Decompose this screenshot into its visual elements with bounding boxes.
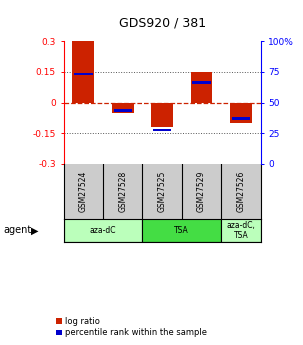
Bar [191, 72, 212, 102]
FancyBboxPatch shape [142, 219, 221, 242]
Text: TSA: TSA [175, 226, 189, 235]
Text: GSM27529: GSM27529 [197, 171, 206, 212]
Bar [192, 81, 211, 83]
Text: GDS920 / 381: GDS920 / 381 [118, 16, 206, 29]
Bar [151, 102, 173, 127]
Bar [114, 109, 132, 112]
Text: GSM27528: GSM27528 [118, 171, 127, 212]
Text: aza-dC: aza-dC [90, 226, 116, 235]
Text: agent: agent [3, 225, 31, 235]
Text: GSM27526: GSM27526 [236, 171, 245, 212]
Text: GSM27525: GSM27525 [158, 171, 167, 212]
Bar [232, 117, 250, 120]
FancyBboxPatch shape [221, 219, 261, 242]
Bar [153, 129, 171, 131]
Bar [74, 72, 92, 76]
Bar [72, 41, 94, 102]
Text: aza-dC,
TSA: aza-dC, TSA [226, 221, 255, 240]
FancyBboxPatch shape [64, 219, 142, 242]
Bar [112, 102, 134, 113]
Legend: log ratio, percentile rank within the sample: log ratio, percentile rank within the sa… [56, 317, 207, 337]
Text: GSM27524: GSM27524 [79, 171, 88, 212]
Text: ▶: ▶ [31, 225, 38, 235]
Bar [230, 102, 252, 123]
